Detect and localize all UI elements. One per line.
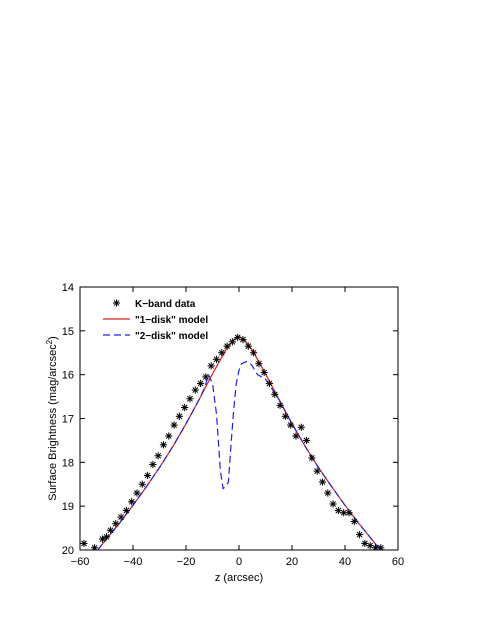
legend-label: "1−disk" model <box>135 315 208 326</box>
data-point <box>149 460 157 469</box>
axis-ticks: −60 −40 −20 0 20 40 60 14 15 16 17 18 19 20 <box>62 282 404 568</box>
data-point <box>138 480 146 488</box>
series-2-disk-model-line <box>96 360 382 550</box>
data-point <box>106 526 115 534</box>
data-point <box>287 421 295 429</box>
legend-label: "2−disk" model <box>135 331 208 342</box>
data-point <box>186 395 194 403</box>
data-point <box>117 513 125 521</box>
data-point <box>122 506 130 515</box>
data-point <box>292 432 300 440</box>
data-point <box>366 542 374 550</box>
data-point <box>170 421 178 429</box>
data-point <box>297 423 305 431</box>
y-tick-label: 18 <box>62 457 74 469</box>
data-point <box>276 401 284 409</box>
data-point <box>324 489 332 497</box>
data-point <box>345 509 353 517</box>
y-axis-title: Surface Brightness (mag/arcsec2) <box>45 336 59 501</box>
data-point <box>102 533 111 541</box>
data-point <box>361 539 369 548</box>
legend-label: K−band data <box>135 299 196 310</box>
data-point <box>350 517 358 526</box>
data-point <box>228 338 236 346</box>
x-tick-label: −60 <box>71 556 90 568</box>
data-point <box>223 342 231 350</box>
x-tick-label: 40 <box>339 556 351 568</box>
legend-marker-asterisk <box>112 299 121 307</box>
data-point <box>308 454 316 462</box>
data-point <box>112 520 120 528</box>
data-point <box>313 467 321 475</box>
data-point <box>218 349 226 357</box>
data-point <box>196 379 205 388</box>
data-point <box>255 360 263 368</box>
data-point <box>260 368 268 377</box>
data-series <box>80 333 385 550</box>
data-point <box>128 498 136 506</box>
x-tick-label: −40 <box>124 556 143 568</box>
data-point <box>191 386 199 394</box>
data-point <box>249 349 258 357</box>
data-point <box>334 506 342 515</box>
data-point <box>207 362 215 370</box>
data-point <box>234 333 242 342</box>
x-axis-title: z (arcsec) <box>215 572 263 584</box>
data-point <box>143 471 152 480</box>
data-point <box>212 355 221 363</box>
x-tick-label: 20 <box>286 556 298 568</box>
data-point <box>281 412 289 420</box>
y-tick-label: 20 <box>62 545 74 557</box>
data-point <box>165 432 173 440</box>
x-tick-label: 60 <box>392 556 404 568</box>
x-tick-label: −20 <box>177 556 196 568</box>
x-tick-label: 0 <box>236 556 242 568</box>
legend: K−band data "1−disk" model "2−disk" model <box>103 299 208 342</box>
plot-frame <box>79 286 399 551</box>
y-tick-label: 16 <box>62 370 74 382</box>
data-point <box>318 478 327 486</box>
y-tick-label: 19 <box>62 501 74 513</box>
data-point <box>202 373 210 381</box>
data-point <box>377 544 385 550</box>
y-tick-label: 14 <box>62 282 74 294</box>
data-point <box>244 342 252 350</box>
data-point <box>175 412 183 420</box>
data-point <box>154 452 162 460</box>
data-point <box>265 379 274 388</box>
data-point <box>133 489 141 497</box>
data-point <box>355 531 364 539</box>
data-point <box>271 390 279 398</box>
data-point <box>159 441 168 449</box>
y-tick-label: 17 <box>62 414 74 426</box>
y-tick-label: 15 <box>62 326 74 338</box>
data-point <box>239 336 247 344</box>
data-point <box>181 403 189 412</box>
data-point <box>302 436 311 445</box>
series-k-band-data <box>80 333 385 550</box>
data-point <box>329 500 337 508</box>
data-point <box>80 539 88 548</box>
